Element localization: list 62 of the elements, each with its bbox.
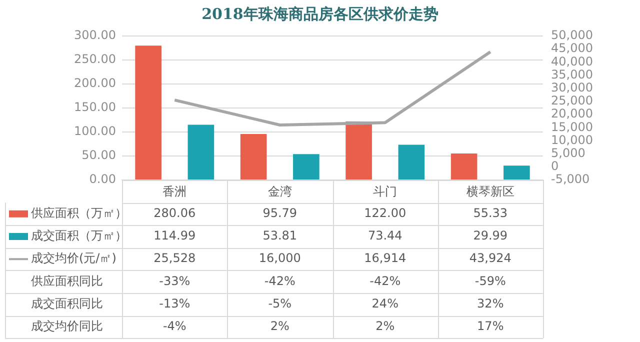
data-label: 25,528 [154, 251, 196, 266]
data-label: 114.99 [154, 228, 196, 243]
y-tick-label: 50.00 [82, 148, 116, 162]
data-label: 43,924 [469, 251, 512, 266]
data-label: 16,914 [364, 251, 406, 266]
x-tick-label: 斗门 [373, 184, 398, 198]
text: 供应面积同比 [31, 274, 103, 288]
y2-tick-label: 25,000 [551, 94, 593, 108]
y2-tick-label: -5,000 [551, 172, 590, 186]
bar [398, 144, 425, 180]
data-label: 95.79 [262, 206, 298, 220]
chart-title: 2018年珠海商品房各区供求价走势 [202, 4, 438, 23]
y2-tick-label: 35,000 [551, 67, 593, 82]
y2-tick-label: 40,000 [551, 54, 593, 68]
data-label: 280.06 [154, 206, 196, 220]
x-tick-label: 香洲 [162, 184, 187, 198]
text: -5% [268, 296, 292, 310]
text: -42% [264, 274, 296, 288]
text: -4% [162, 319, 186, 334]
x-tick-label: 横琴新区 [466, 184, 514, 198]
text: -59% [474, 274, 506, 288]
y2-tick-label: 0 [551, 159, 559, 174]
bar [450, 153, 478, 180]
legend-label: 成交均价(元/㎡) [31, 251, 116, 266]
y-tick-label: 300.00 [74, 28, 116, 42]
text: -13% [159, 296, 190, 310]
text: 2% [376, 319, 395, 334]
y-tick-label: 100.00 [74, 124, 116, 138]
bar [293, 154, 320, 180]
bar [240, 134, 267, 180]
x-tick-label: 金湾 [268, 184, 292, 198]
data-label: 73.44 [368, 228, 402, 243]
y2-tick-label: 15,000 [551, 120, 593, 134]
y-tick-label: 250.00 [74, 52, 116, 66]
data-label: 16,000 [258, 251, 301, 266]
bar [188, 124, 214, 180]
y-tick-label: 200.00 [74, 76, 116, 90]
y2-tick-label: 20,000 [551, 106, 593, 121]
y-tick-label: 0.00 [89, 172, 116, 186]
data-label: 29.99 [473, 228, 508, 243]
data-label: 122.00 [364, 206, 406, 220]
text: 32% [477, 296, 504, 310]
y2-tick-label: 30,000 [551, 80, 593, 94]
legend-label: 供应面积（万㎡） [31, 206, 127, 220]
text: 17% [477, 319, 504, 334]
y-tick-label: 150.00 [74, 100, 116, 114]
legend-label: 成交面积（万㎡） [31, 228, 127, 243]
y2-tick-label: 45,000 [551, 41, 593, 56]
data-label: 55.33 [473, 206, 508, 220]
text: 2% [270, 319, 290, 334]
bar [135, 46, 162, 180]
data-label: 53.81 [262, 228, 298, 243]
bar [346, 121, 372, 180]
y2-tick-label: 50,000 [551, 28, 593, 42]
text: 成交均价同比 [31, 319, 103, 334]
y2-tick-label: 10,000 [551, 132, 593, 147]
text: -33% [159, 274, 190, 288]
bar [504, 166, 530, 180]
text: -42% [370, 274, 401, 288]
text: 成交面积同比 [31, 296, 103, 310]
text: 24% [372, 296, 398, 310]
y2-tick-label: 5,000 [551, 146, 586, 160]
